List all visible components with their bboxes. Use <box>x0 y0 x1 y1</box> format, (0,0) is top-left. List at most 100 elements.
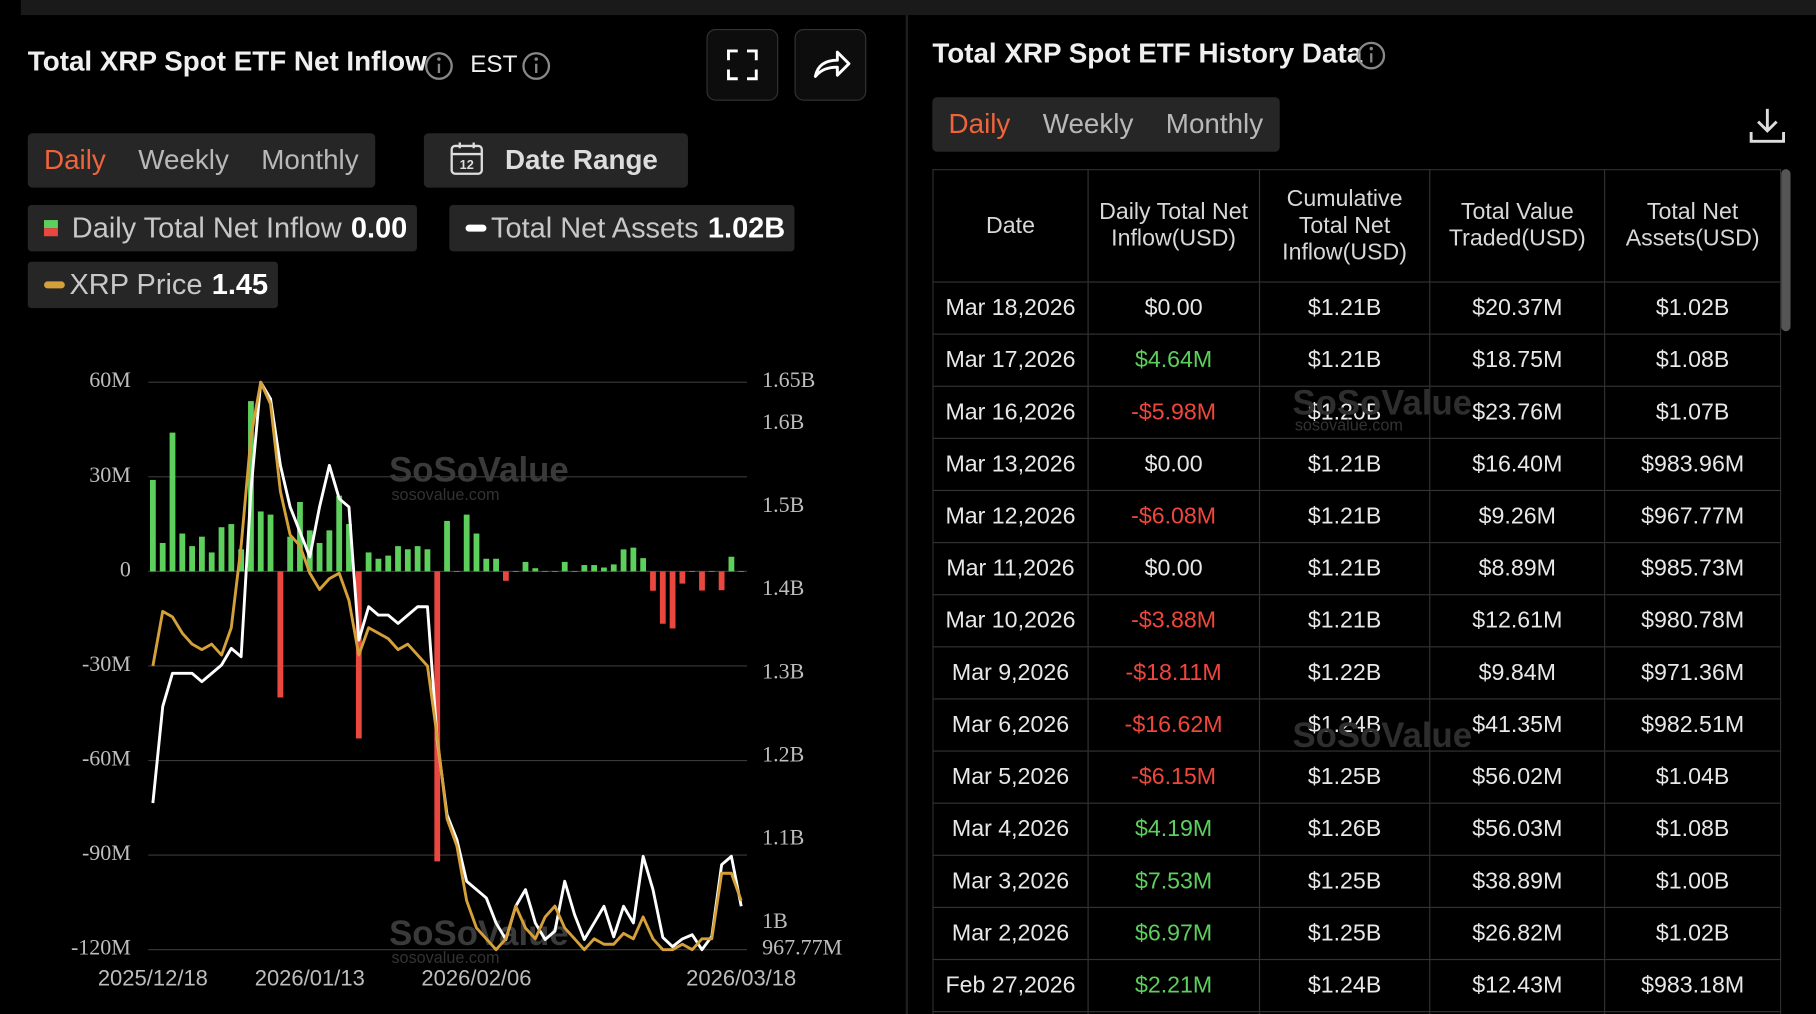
legend-item[interactable]: Daily Total Net Inflow 0.00 <box>27 204 417 252</box>
bar <box>532 568 539 572</box>
table-row: Mar 10,2026 -$3.88M $1.21B $12.61M $980.78M <box>932 594 1782 648</box>
y-tick-label: 0 <box>120 556 131 581</box>
y2-tick-label: 967.77M <box>762 935 842 960</box>
table-row: Feb 27,2026 $2.21M $1.24B $12.43M $983.18M <box>932 958 1782 1013</box>
table-row: Mar 12,2026 -$6.08M $1.21B $9.26M $967.77M <box>932 489 1782 544</box>
tab[interactable]: Weekly <box>1042 108 1134 140</box>
table-cell: $983.18M <box>1603 958 1782 1013</box>
table-cell: $1.21B <box>1258 437 1431 492</box>
y2-tick-label: 1.5B <box>762 492 804 517</box>
y-tick-label: 60M <box>89 367 131 392</box>
fullscreen-button[interactable] <box>706 28 779 101</box>
table-row: Mar 3,2026 $7.53M $1.25B $38.89M $1.00B <box>932 854 1782 908</box>
tab[interactable]: Weekly <box>138 144 229 176</box>
table-cell: $1.08B <box>1603 333 1782 387</box>
legend-item[interactable]: Total Net Assets 1.02B <box>449 204 795 252</box>
y2-tick-label: 1.4B <box>762 575 804 600</box>
scrollbar[interactable] <box>1781 169 1791 332</box>
table-cell: Mar 18,2026 <box>932 281 1089 335</box>
bar <box>738 571 745 572</box>
table-cell: $56.02M <box>1429 750 1606 804</box>
table-cell: $1.25B <box>1258 750 1431 804</box>
column-header: Date <box>932 169 1089 283</box>
table-cell: $0.00 <box>1087 281 1260 335</box>
bar <box>375 558 382 572</box>
table-cell: $18.75M <box>1429 333 1606 387</box>
legend-label: Total Net Assets <box>491 211 699 244</box>
info-icon[interactable] <box>424 51 454 81</box>
bar <box>267 514 274 572</box>
watermark: SoSoValue <box>389 452 569 490</box>
bar <box>679 571 686 584</box>
bar <box>208 552 215 572</box>
bar <box>581 565 588 572</box>
date-range-label: Date Range <box>504 144 658 176</box>
legend-label: Daily Total Net Inflow <box>71 211 342 244</box>
header-row: Date Daily Total Net Inflow(USD) Cumulativ… <box>932 169 1782 283</box>
bar <box>601 567 607 572</box>
table-cell: $1.02B <box>1603 281 1782 335</box>
table-cell: $12.61M <box>1429 594 1606 648</box>
date-range-button[interactable]: 12 Date Range <box>423 133 688 188</box>
table-cell: $1.25B <box>1258 906 1431 961</box>
svg-text:12: 12 <box>460 157 474 172</box>
legend-value: 1.45 <box>211 268 269 301</box>
bar <box>728 556 735 572</box>
bar <box>610 564 617 572</box>
table-cell: Feb 27,2026 <box>932 958 1089 1013</box>
table-cell: $1.02B <box>1603 906 1782 961</box>
bar <box>552 571 558 572</box>
y2-tick-label: 1.65B <box>762 367 815 392</box>
y2-tick-label: 1B <box>762 908 788 933</box>
bar <box>218 527 225 572</box>
tab[interactable]: Monthly <box>1165 108 1264 140</box>
bar <box>571 571 578 572</box>
y2-tick-label: 1.1B <box>762 825 804 850</box>
table-row: Mar 17,2026 $4.64M $1.21B $18.75M $1.08B <box>932 333 1782 387</box>
period-tabs: Daily Weekly Monthly <box>932 97 1280 152</box>
table-cell: $1.21B <box>1258 594 1431 648</box>
column-header: Cumulative Total Net Inflow(USD) <box>1258 169 1431 283</box>
tab[interactable]: Daily <box>948 108 1011 140</box>
table-cell: Mar 10,2026 <box>932 594 1089 648</box>
bar <box>493 558 499 572</box>
table-cell: -$18.11M <box>1087 646 1260 700</box>
x-tick-label: 2026/01/13 <box>255 966 365 991</box>
history-table: Date Daily Total Net Inflow(USD) Cumulativ… <box>932 169 1782 1014</box>
table-cell: $1.24B <box>1258 698 1431 752</box>
table-row: Mar 18,2026 $0.00 $1.21B $20.37M $1.02B <box>932 281 1782 335</box>
table-cell: -$6.08M <box>1087 489 1260 544</box>
bar <box>689 571 696 572</box>
bar <box>424 549 431 572</box>
table-cell: Mar 4,2026 <box>932 802 1089 856</box>
table-cell: $12.43M <box>1429 958 1606 1013</box>
tab[interactable]: Daily <box>44 144 106 176</box>
info-icon[interactable] <box>521 51 551 81</box>
chart: SoSoValue sosovalue.com SoSoValue sosova… <box>71 367 842 991</box>
tab[interactable]: Monthly <box>261 144 359 176</box>
table-row: Feb 26,2026$1.22M$1.24B$11.99M$1.02B <box>932 1011 1782 1014</box>
share-button[interactable] <box>794 28 867 101</box>
bar <box>277 571 284 698</box>
table-cell: $0.00 <box>1087 542 1260 596</box>
bar <box>326 530 333 572</box>
divider <box>905 15 908 1014</box>
table-cell: Mar 11,2026 <box>932 542 1089 596</box>
table-cell: $982.51M <box>1603 698 1782 752</box>
table-row: Mar 4,2026 $4.19M $1.26B $56.03M $1.08B <box>932 802 1782 856</box>
table-cell: $1.21B <box>1258 489 1431 544</box>
table-cell: $980.78M <box>1603 594 1782 648</box>
table-cell: $56.03M <box>1429 802 1606 856</box>
bar <box>512 571 519 572</box>
table-cell: $16.40M <box>1429 437 1606 492</box>
bar <box>659 571 666 624</box>
legend-item[interactable]: XRP Price 1.45 <box>27 261 278 309</box>
bar <box>346 524 352 572</box>
table-cell: Mar 12,2026 <box>932 489 1089 544</box>
bar <box>395 546 401 572</box>
table-cell: $1.00B <box>1603 854 1782 908</box>
table-cell: Mar 13,2026 <box>932 437 1089 492</box>
info-icon[interactable] <box>1356 41 1386 71</box>
download-button[interactable] <box>1744 102 1790 148</box>
watermark-url: sosovalue.com <box>391 949 499 967</box>
